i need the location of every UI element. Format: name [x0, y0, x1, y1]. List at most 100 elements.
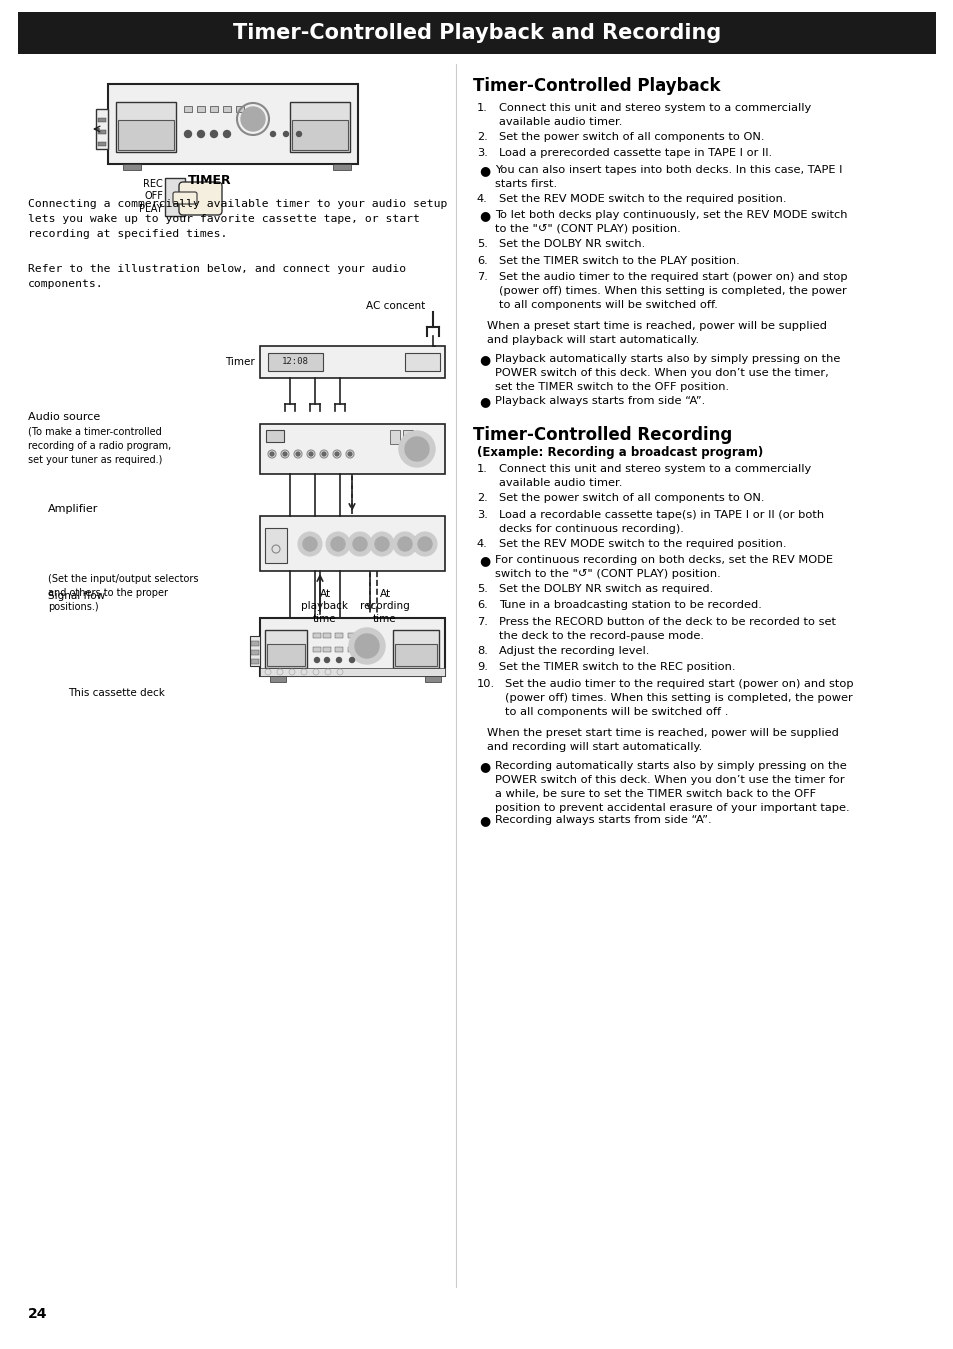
- Text: You can also insert tapes into both decks. In this case, TAPE I
starts first.: You can also insert tapes into both deck…: [495, 165, 841, 189]
- Text: 1.: 1.: [476, 103, 487, 113]
- Text: To let both decks play continuously, set the REV MODE switch
to the "↺" (CONT PL: To let both decks play continuously, set…: [495, 210, 846, 235]
- Text: Timer-Controlled Recording: Timer-Controlled Recording: [473, 426, 732, 444]
- Text: AC concent: AC concent: [365, 301, 424, 312]
- Bar: [313, 633, 320, 638]
- Text: ●: ●: [478, 395, 490, 407]
- Text: This cassette deck: This cassette deck: [68, 688, 165, 697]
- Text: 7.: 7.: [476, 616, 487, 627]
- Text: (Set the input/output selectors
and others to the proper
positions.): (Set the input/output selectors and othe…: [48, 575, 198, 612]
- Circle shape: [413, 532, 436, 556]
- Text: At
playback
time: At playback time: [301, 590, 348, 623]
- Circle shape: [309, 452, 313, 456]
- Text: Press the RECORD button of the deck to be recorded to set
the deck to the record: Press the RECORD button of the deck to b…: [498, 616, 835, 641]
- Circle shape: [270, 452, 274, 456]
- Text: ●: ●: [478, 813, 490, 827]
- Text: Recording always starts from side “A”.: Recording always starts from side “A”.: [495, 815, 711, 826]
- Bar: [98, 142, 106, 146]
- Bar: [250, 635, 260, 666]
- Text: 9.: 9.: [476, 662, 487, 672]
- Bar: [98, 117, 106, 121]
- Bar: [196, 107, 205, 112]
- Text: Load a prerecorded cassette tape in TAPE I or ll.: Load a prerecorded cassette tape in TAPE…: [498, 148, 771, 158]
- Circle shape: [326, 532, 350, 556]
- Text: 12:08: 12:08: [281, 357, 308, 367]
- Text: Set the TIMER switch to the REC position.: Set the TIMER switch to the REC position…: [498, 662, 735, 672]
- Circle shape: [211, 131, 217, 138]
- Bar: [333, 165, 351, 170]
- Bar: [96, 109, 108, 148]
- Text: Connect this unit and stereo system to a commercially
available audio timer.: Connect this unit and stereo system to a…: [498, 103, 810, 127]
- Text: Set the DOLBY NR switch.: Set the DOLBY NR switch.: [498, 239, 644, 250]
- Bar: [270, 676, 286, 683]
- Bar: [405, 353, 439, 371]
- Text: 8.: 8.: [476, 646, 487, 656]
- Bar: [165, 178, 185, 216]
- Text: (Example: Recording a broadcast program): (Example: Recording a broadcast program): [476, 447, 762, 459]
- Text: TIMER: TIMER: [188, 174, 232, 188]
- Bar: [348, 633, 355, 638]
- Circle shape: [349, 657, 355, 662]
- Text: 7.: 7.: [476, 272, 487, 282]
- Circle shape: [295, 452, 299, 456]
- Circle shape: [375, 537, 389, 550]
- Text: ●: ●: [478, 163, 490, 177]
- Circle shape: [353, 537, 367, 550]
- Text: Adjust the recording level.: Adjust the recording level.: [498, 646, 649, 656]
- Bar: [108, 84, 357, 165]
- Bar: [260, 618, 444, 676]
- Circle shape: [348, 452, 352, 456]
- Text: Timer-Controlled Playback and Recording: Timer-Controlled Playback and Recording: [233, 23, 720, 43]
- Bar: [323, 633, 331, 638]
- Circle shape: [322, 452, 326, 456]
- Text: For continuous recording on both decks, set the REV MODE
switch to the "↺" (CONT: For continuous recording on both decks, …: [495, 554, 832, 579]
- Circle shape: [417, 537, 432, 550]
- Bar: [260, 668, 444, 676]
- Circle shape: [197, 131, 204, 138]
- Bar: [260, 517, 444, 571]
- Bar: [348, 648, 355, 652]
- Text: Audio source: Audio source: [28, 411, 100, 422]
- Circle shape: [348, 532, 372, 556]
- Bar: [223, 107, 231, 112]
- Circle shape: [184, 131, 192, 138]
- Text: Playback automatically starts also by simply pressing on the
POWER switch of thi: Playback automatically starts also by si…: [495, 355, 840, 393]
- Circle shape: [398, 430, 435, 467]
- Bar: [98, 130, 106, 134]
- Text: 10.: 10.: [476, 679, 495, 689]
- Text: ●: ●: [478, 353, 490, 367]
- Text: 6.: 6.: [476, 600, 487, 611]
- Text: ●: ●: [478, 209, 490, 223]
- Circle shape: [397, 537, 412, 550]
- FancyBboxPatch shape: [179, 182, 222, 214]
- Bar: [266, 430, 284, 442]
- Bar: [390, 430, 399, 444]
- Circle shape: [296, 131, 301, 136]
- Bar: [313, 648, 320, 652]
- Bar: [395, 643, 436, 666]
- Text: At
recording
time: At recording time: [359, 590, 410, 623]
- Bar: [123, 165, 141, 170]
- Text: 3.: 3.: [476, 148, 487, 158]
- Circle shape: [283, 452, 287, 456]
- Text: (To make a timer-controlled
recording of a radio program,
set your tuner as requ: (To make a timer-controlled recording of…: [28, 428, 172, 465]
- Circle shape: [297, 532, 322, 556]
- Text: Playback always starts from side “A”.: Playback always starts from side “A”.: [495, 395, 704, 406]
- Text: Connecting a commercially available timer to your audio setup
lets you wake up t: Connecting a commercially available time…: [28, 200, 447, 239]
- Text: 2.: 2.: [476, 132, 487, 142]
- Text: Set the power switch of all components to ON.: Set the power switch of all components t…: [498, 132, 763, 142]
- Bar: [210, 107, 218, 112]
- Text: 5.: 5.: [476, 584, 487, 594]
- Text: Tune in a broadcasting station to be recorded.: Tune in a broadcasting station to be rec…: [498, 600, 761, 611]
- Bar: [18, 12, 935, 54]
- Bar: [402, 430, 413, 444]
- Bar: [292, 120, 348, 150]
- Text: Refer to the illustration below, and connect your audio
components.: Refer to the illustration below, and con…: [28, 264, 406, 289]
- Bar: [267, 643, 305, 666]
- Bar: [424, 676, 440, 683]
- Text: REC
OFF
PLAY: REC OFF PLAY: [139, 179, 163, 213]
- FancyBboxPatch shape: [172, 192, 196, 204]
- Text: ●: ●: [478, 554, 490, 567]
- Bar: [335, 648, 343, 652]
- Text: Load a recordable cassette tape(s) in TAPE I or ll (or both
decks for continuous: Load a recordable cassette tape(s) in TA…: [498, 510, 823, 534]
- Text: 24: 24: [28, 1307, 48, 1321]
